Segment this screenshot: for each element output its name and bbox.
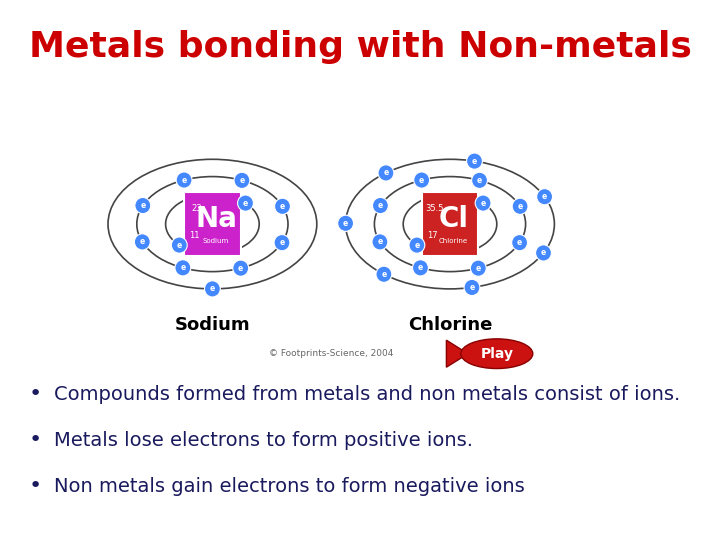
Text: e: e [542, 192, 547, 201]
Ellipse shape [461, 339, 533, 368]
Ellipse shape [338, 215, 354, 232]
FancyBboxPatch shape [422, 192, 478, 256]
Ellipse shape [413, 260, 428, 276]
Text: 17: 17 [427, 232, 437, 240]
Text: Play: Play [481, 347, 514, 361]
Ellipse shape [467, 153, 482, 169]
Text: e: e [472, 157, 477, 166]
Text: e: e [477, 176, 482, 185]
Text: e: e [238, 264, 243, 273]
Ellipse shape [135, 198, 150, 214]
Text: e: e [414, 241, 420, 249]
Ellipse shape [475, 195, 491, 211]
Ellipse shape [372, 198, 388, 214]
Text: Cl: Cl [438, 205, 469, 233]
Text: e: e [476, 264, 481, 273]
Text: e: e [378, 201, 383, 210]
Text: Sodium: Sodium [203, 238, 229, 245]
Text: •: • [29, 430, 42, 450]
Ellipse shape [536, 245, 552, 261]
Ellipse shape [274, 198, 290, 214]
Ellipse shape [238, 195, 253, 211]
Text: e: e [480, 199, 486, 207]
Text: Na: Na [195, 205, 237, 233]
Text: e: e [541, 248, 546, 258]
Text: •: • [29, 476, 42, 496]
Text: e: e [181, 176, 186, 185]
Ellipse shape [204, 281, 220, 297]
Ellipse shape [233, 260, 248, 276]
Text: e: e [418, 264, 423, 272]
Text: 35.5: 35.5 [425, 205, 444, 213]
Text: e: e [517, 238, 522, 247]
Text: e: e [419, 176, 424, 185]
Text: 11: 11 [189, 232, 199, 240]
Text: Chlorine: Chlorine [408, 316, 492, 334]
Text: e: e [280, 202, 285, 211]
Text: e: e [210, 285, 215, 293]
Text: e: e [140, 201, 145, 210]
Ellipse shape [135, 234, 150, 250]
Text: e: e [279, 238, 284, 247]
Ellipse shape [171, 237, 187, 253]
Text: e: e [518, 202, 523, 211]
Text: e: e [469, 283, 474, 292]
Ellipse shape [536, 188, 552, 205]
Ellipse shape [464, 279, 480, 295]
Ellipse shape [176, 172, 192, 188]
Text: e: e [239, 176, 245, 185]
Text: Sodium: Sodium [174, 316, 251, 334]
Ellipse shape [512, 198, 528, 214]
Text: 23: 23 [192, 205, 202, 213]
Ellipse shape [512, 234, 528, 251]
Text: © Footprints-Science, 2004: © Footprints-Science, 2004 [269, 349, 393, 358]
Ellipse shape [472, 172, 487, 188]
Text: Metals lose electrons to form positive ions.: Metals lose electrons to form positive i… [54, 430, 473, 450]
FancyBboxPatch shape [184, 192, 240, 256]
Ellipse shape [175, 260, 191, 276]
Ellipse shape [234, 172, 250, 188]
Text: e: e [382, 270, 387, 279]
Ellipse shape [414, 172, 430, 188]
Text: Chlorine: Chlorine [439, 238, 468, 245]
Ellipse shape [378, 165, 394, 181]
Text: e: e [140, 238, 145, 246]
Ellipse shape [274, 234, 290, 251]
Ellipse shape [376, 266, 392, 282]
Text: e: e [343, 219, 348, 228]
Ellipse shape [470, 260, 486, 276]
Text: Metals bonding with Non-metals: Metals bonding with Non-metals [29, 30, 691, 64]
Text: e: e [383, 168, 389, 178]
Text: e: e [180, 264, 186, 272]
Text: e: e [176, 241, 182, 249]
Ellipse shape [372, 234, 388, 250]
Polygon shape [446, 340, 468, 367]
Text: Non metals gain electrons to form negative ions: Non metals gain electrons to form negati… [54, 476, 525, 496]
Text: e: e [377, 238, 382, 246]
Text: Compounds formed from metals and non metals consist of ions.: Compounds formed from metals and non met… [54, 384, 680, 404]
Text: e: e [243, 199, 248, 207]
Text: •: • [29, 384, 42, 404]
Ellipse shape [409, 237, 425, 253]
